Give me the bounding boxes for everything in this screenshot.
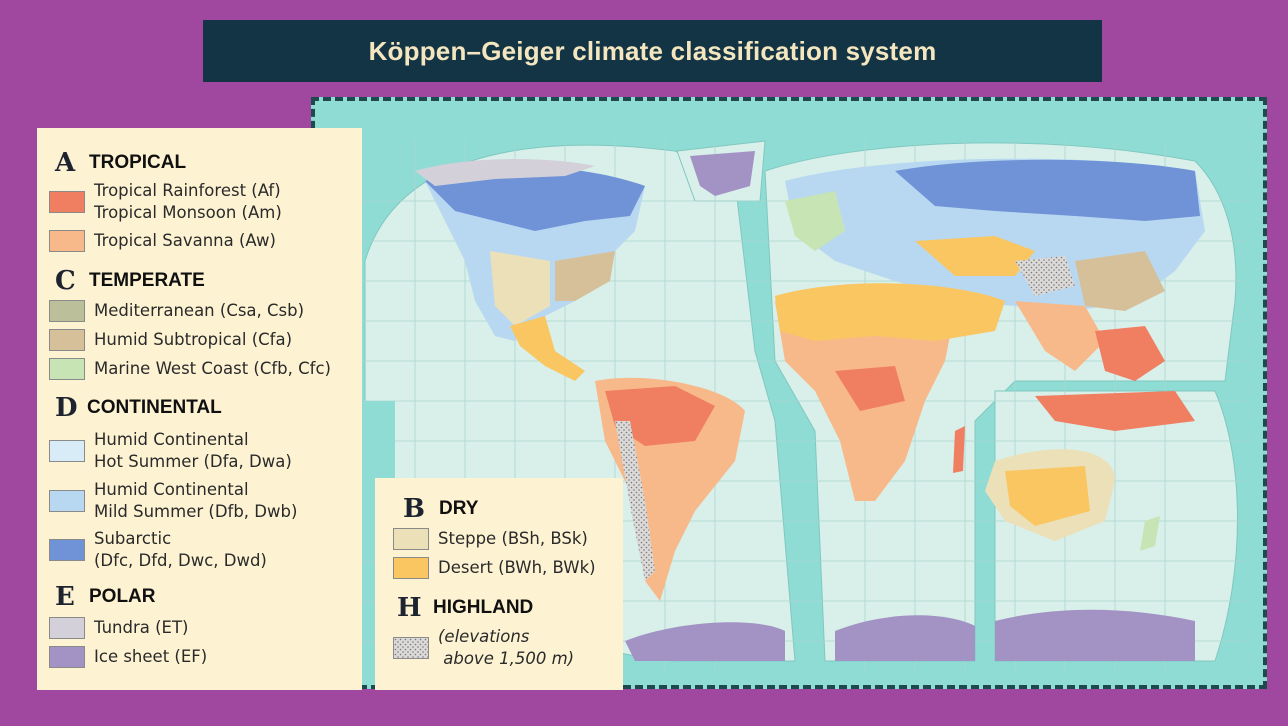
legend-label: (Dfc, Dfd, Dwc, Dwd) bbox=[94, 551, 267, 570]
region-antarctica-east bbox=[995, 609, 1195, 661]
region-canada-subarctic bbox=[425, 166, 645, 231]
legend-item-mediterranean: Mediterranean (Csa, Csb) bbox=[49, 300, 304, 322]
legend-label: above 1,500 m) bbox=[438, 649, 575, 668]
legend-item-humid-continental-mild: Humid Continental Mild Summer (Dfb, Dwb) bbox=[49, 479, 297, 523]
swatch bbox=[393, 557, 429, 579]
legend-label: Mediterranean (Csa, Csb) bbox=[94, 301, 305, 320]
legend-label: Desert (BWh, BWk) bbox=[438, 558, 596, 577]
legend-label: Hot Summer (Dfa, Dwa) bbox=[94, 452, 292, 471]
section-letter: A bbox=[55, 148, 76, 178]
swatch bbox=[49, 617, 85, 639]
legend-item-highland: (elevations above 1,500 m) bbox=[393, 626, 574, 670]
region-antarctica-central bbox=[835, 615, 975, 661]
swatch bbox=[49, 230, 85, 252]
section-name: CONTINENTAL bbox=[87, 397, 222, 418]
legend-item-steppe: Steppe (BSh, BSk) bbox=[393, 528, 588, 550]
swatch bbox=[49, 358, 85, 380]
legend-label: Mild Summer (Dfb, Dwb) bbox=[94, 502, 298, 521]
legend-label: Marine West Coast (Cfb, Cfc) bbox=[94, 359, 331, 378]
legend-section-highland: H HIGHLAND bbox=[397, 593, 533, 623]
region-siberia-subarctic bbox=[895, 159, 1200, 221]
legend-section-polar: E POLAR bbox=[55, 582, 156, 612]
swatch bbox=[49, 490, 85, 512]
legend-item-tropical-savanna: Tropical Savanna (Aw) bbox=[49, 230, 276, 252]
swatch bbox=[49, 646, 85, 668]
region-north-america-tundra bbox=[415, 159, 595, 186]
region-china-humid-subtropical bbox=[1075, 251, 1165, 311]
legend-label: Humid Subtropical (Cfa) bbox=[94, 330, 293, 349]
region-southeast-asia-rainforest bbox=[1095, 326, 1165, 381]
swatch bbox=[49, 440, 85, 462]
legend-item-humid-continental-hot: Humid Continental Hot Summer (Dfa, Dwa) bbox=[49, 429, 292, 473]
region-greenland bbox=[690, 151, 755, 196]
legend-label: Ice sheet (EF) bbox=[94, 647, 208, 666]
region-madagascar bbox=[953, 426, 965, 473]
section-letter: H bbox=[397, 593, 422, 623]
region-new-zealand bbox=[1140, 516, 1160, 551]
region-australia-desert bbox=[1005, 466, 1090, 526]
region-indonesia bbox=[1035, 391, 1195, 431]
legend-section-tropical: A TROPICAL bbox=[55, 148, 186, 178]
legend-item-desert: Desert (BWh, BWk) bbox=[393, 557, 596, 579]
region-tibet-highland bbox=[1015, 256, 1075, 296]
region-amazon-rainforest bbox=[605, 386, 715, 446]
legend-section-continental: D CONTINENTAL bbox=[55, 393, 222, 423]
legend-label: Subarctic bbox=[94, 529, 172, 548]
legend-label: Tropical Rainforest (Af) bbox=[94, 181, 281, 200]
legend-label: Humid Continental bbox=[94, 480, 249, 499]
section-name: TROPICAL bbox=[89, 152, 187, 173]
section-letter: D bbox=[55, 393, 78, 423]
swatch bbox=[49, 329, 85, 351]
region-usa-dry bbox=[490, 251, 550, 326]
region-sahara-arabia-desert bbox=[775, 283, 1005, 341]
legend-item-ice-sheet: Ice sheet (EF) bbox=[49, 646, 207, 668]
legend-item-tundra: Tundra (ET) bbox=[49, 617, 188, 639]
title-bar: Köppen–Geiger climate classification sys… bbox=[203, 20, 1102, 82]
region-usa-humid-subtropical bbox=[555, 251, 615, 301]
section-name: HIGHLAND bbox=[433, 597, 534, 618]
legend-item-humid-subtropical: Humid Subtropical (Cfa) bbox=[49, 329, 292, 351]
region-antarctica-west bbox=[625, 622, 785, 661]
legend-label: (elevations bbox=[438, 627, 530, 646]
legend-left-panel: A TROPICAL Tropical Rainforest (Af) Trop… bbox=[37, 128, 362, 690]
swatch bbox=[49, 539, 85, 561]
swatch bbox=[393, 528, 429, 550]
region-central-africa-rainforest bbox=[835, 366, 905, 411]
region-andes-highland bbox=[615, 421, 655, 581]
swatch bbox=[49, 191, 85, 213]
legend-section-temperate: C TEMPERATE bbox=[55, 266, 205, 296]
swatch bbox=[49, 300, 85, 322]
legend-label: Tropical Savanna (Aw) bbox=[94, 231, 276, 250]
section-letter: E bbox=[55, 582, 75, 612]
legend-label: Humid Continental bbox=[94, 430, 249, 449]
legend-item-subarctic: Subarctic (Dfc, Dfd, Dwc, Dwd) bbox=[49, 528, 267, 572]
section-name: DRY bbox=[439, 498, 479, 519]
legend-item-tropical-rainforest: Tropical Rainforest (Af) Tropical Monsoo… bbox=[49, 180, 282, 224]
legend-right-panel: B DRY Steppe (BSh, BSk) Desert (BWh, BWk… bbox=[375, 478, 623, 690]
section-name: POLAR bbox=[89, 586, 156, 607]
swatch-dotted bbox=[393, 637, 429, 659]
legend-section-dry: B DRY bbox=[403, 494, 478, 524]
section-letter: B bbox=[403, 494, 425, 524]
legend-label: Tundra (ET) bbox=[94, 618, 189, 637]
region-central-asia-desert bbox=[915, 236, 1035, 276]
region-europe-marine bbox=[785, 191, 845, 251]
section-name: TEMPERATE bbox=[89, 270, 205, 291]
section-letter: C bbox=[55, 266, 76, 296]
map-title: Köppen–Geiger climate classification sys… bbox=[368, 35, 937, 66]
legend-label: Tropical Monsoon (Am) bbox=[94, 203, 282, 222]
legend-label: Steppe (BSh, BSk) bbox=[438, 529, 588, 548]
region-south-asia-savanna bbox=[1015, 301, 1105, 371]
legend-item-marine-west-coast: Marine West Coast (Cfb, Cfc) bbox=[49, 358, 331, 380]
region-mexico bbox=[510, 316, 585, 381]
